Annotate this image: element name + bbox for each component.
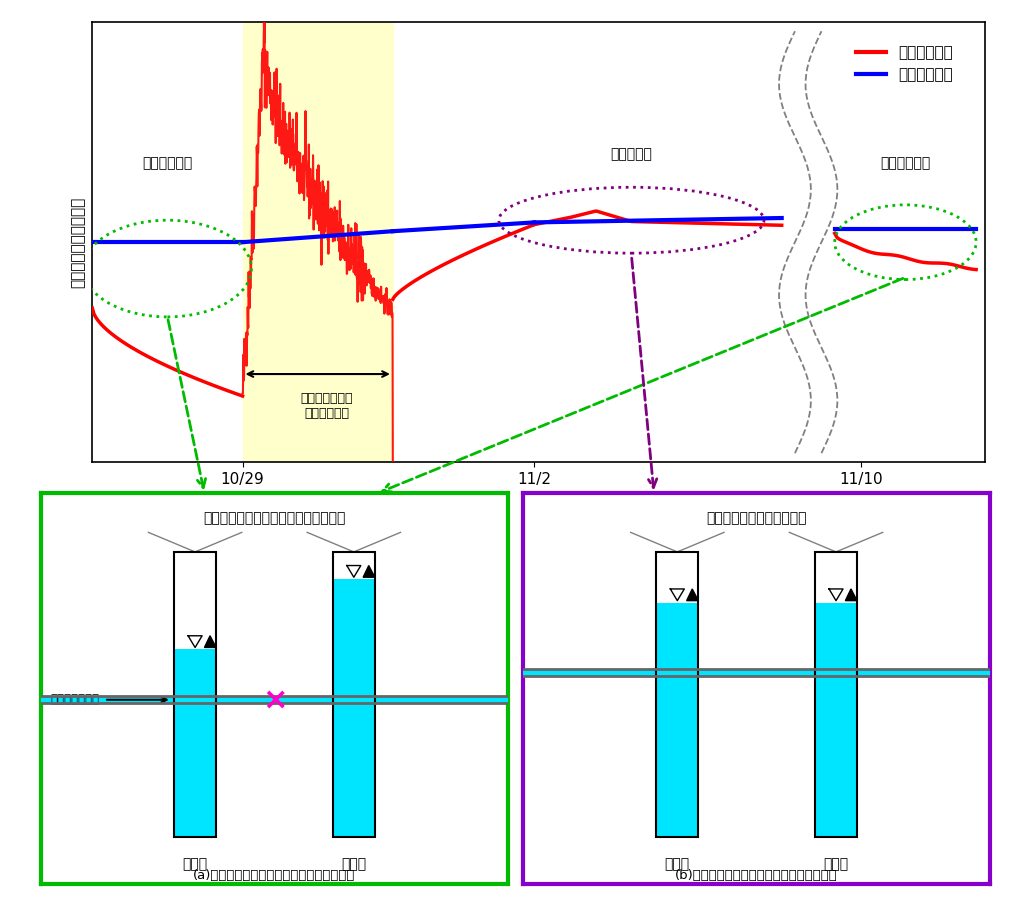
Y-axis label: 注水孔と観測孔の水圧: 注水孔と観測孔の水圧 [71, 196, 85, 288]
Text: 割れ目内の隙間: 割れ目内の隙間 [50, 693, 100, 706]
Legend: 注水孔の水圧, 観測孔の水圧: 注水孔の水圧, 観測孔の水圧 [850, 39, 959, 89]
Bar [657, 603, 699, 837]
Bar [657, 552, 699, 837]
Text: 観測孔: 観測孔 [824, 857, 849, 871]
Text: 注水孔: 注水孔 [665, 857, 689, 871]
Text: 観測孔: 観測孔 [342, 857, 366, 871]
Polygon shape [845, 589, 857, 601]
Bar [815, 603, 857, 837]
Bar [242, 22, 393, 462]
Text: 注水孔: 注水孔 [183, 857, 207, 871]
Text: 割れ目をずらす
高圧注水試験: 割れ目をずらす 高圧注水試験 [301, 392, 353, 420]
Text: (a)孔間の割れ目内の隙間のつながりが悪い: (a)孔間の割れ目内の隙間のつながりが悪い [193, 868, 356, 882]
Text: ×: × [262, 685, 287, 714]
Polygon shape [363, 565, 374, 578]
Bar [174, 649, 216, 837]
Text: 孔間で水位（水圧）が異なっても良い: 孔間で水位（水圧）が異なっても良い [203, 511, 346, 525]
Text: 水圧が異なる: 水圧が異なる [880, 156, 931, 170]
Bar [174, 552, 216, 837]
Bar [332, 552, 374, 837]
Text: 孔間で水位（水圧）が同じ: 孔間で水位（水圧）が同じ [707, 511, 806, 525]
Text: 日付: 日付 [524, 506, 544, 524]
Polygon shape [204, 636, 216, 648]
Bar [332, 579, 374, 837]
Bar [523, 669, 990, 676]
Text: 水圧が同じ: 水圧が同じ [610, 147, 653, 161]
Text: 水圧が異なる: 水圧が異なる [143, 156, 193, 170]
Bar [41, 696, 508, 703]
Bar [815, 552, 857, 837]
Text: (b)孔間の割れ目内の隙間のつながりが良い: (b)孔間の割れ目内の隙間のつながりが良い [675, 868, 838, 882]
Polygon shape [686, 589, 699, 601]
